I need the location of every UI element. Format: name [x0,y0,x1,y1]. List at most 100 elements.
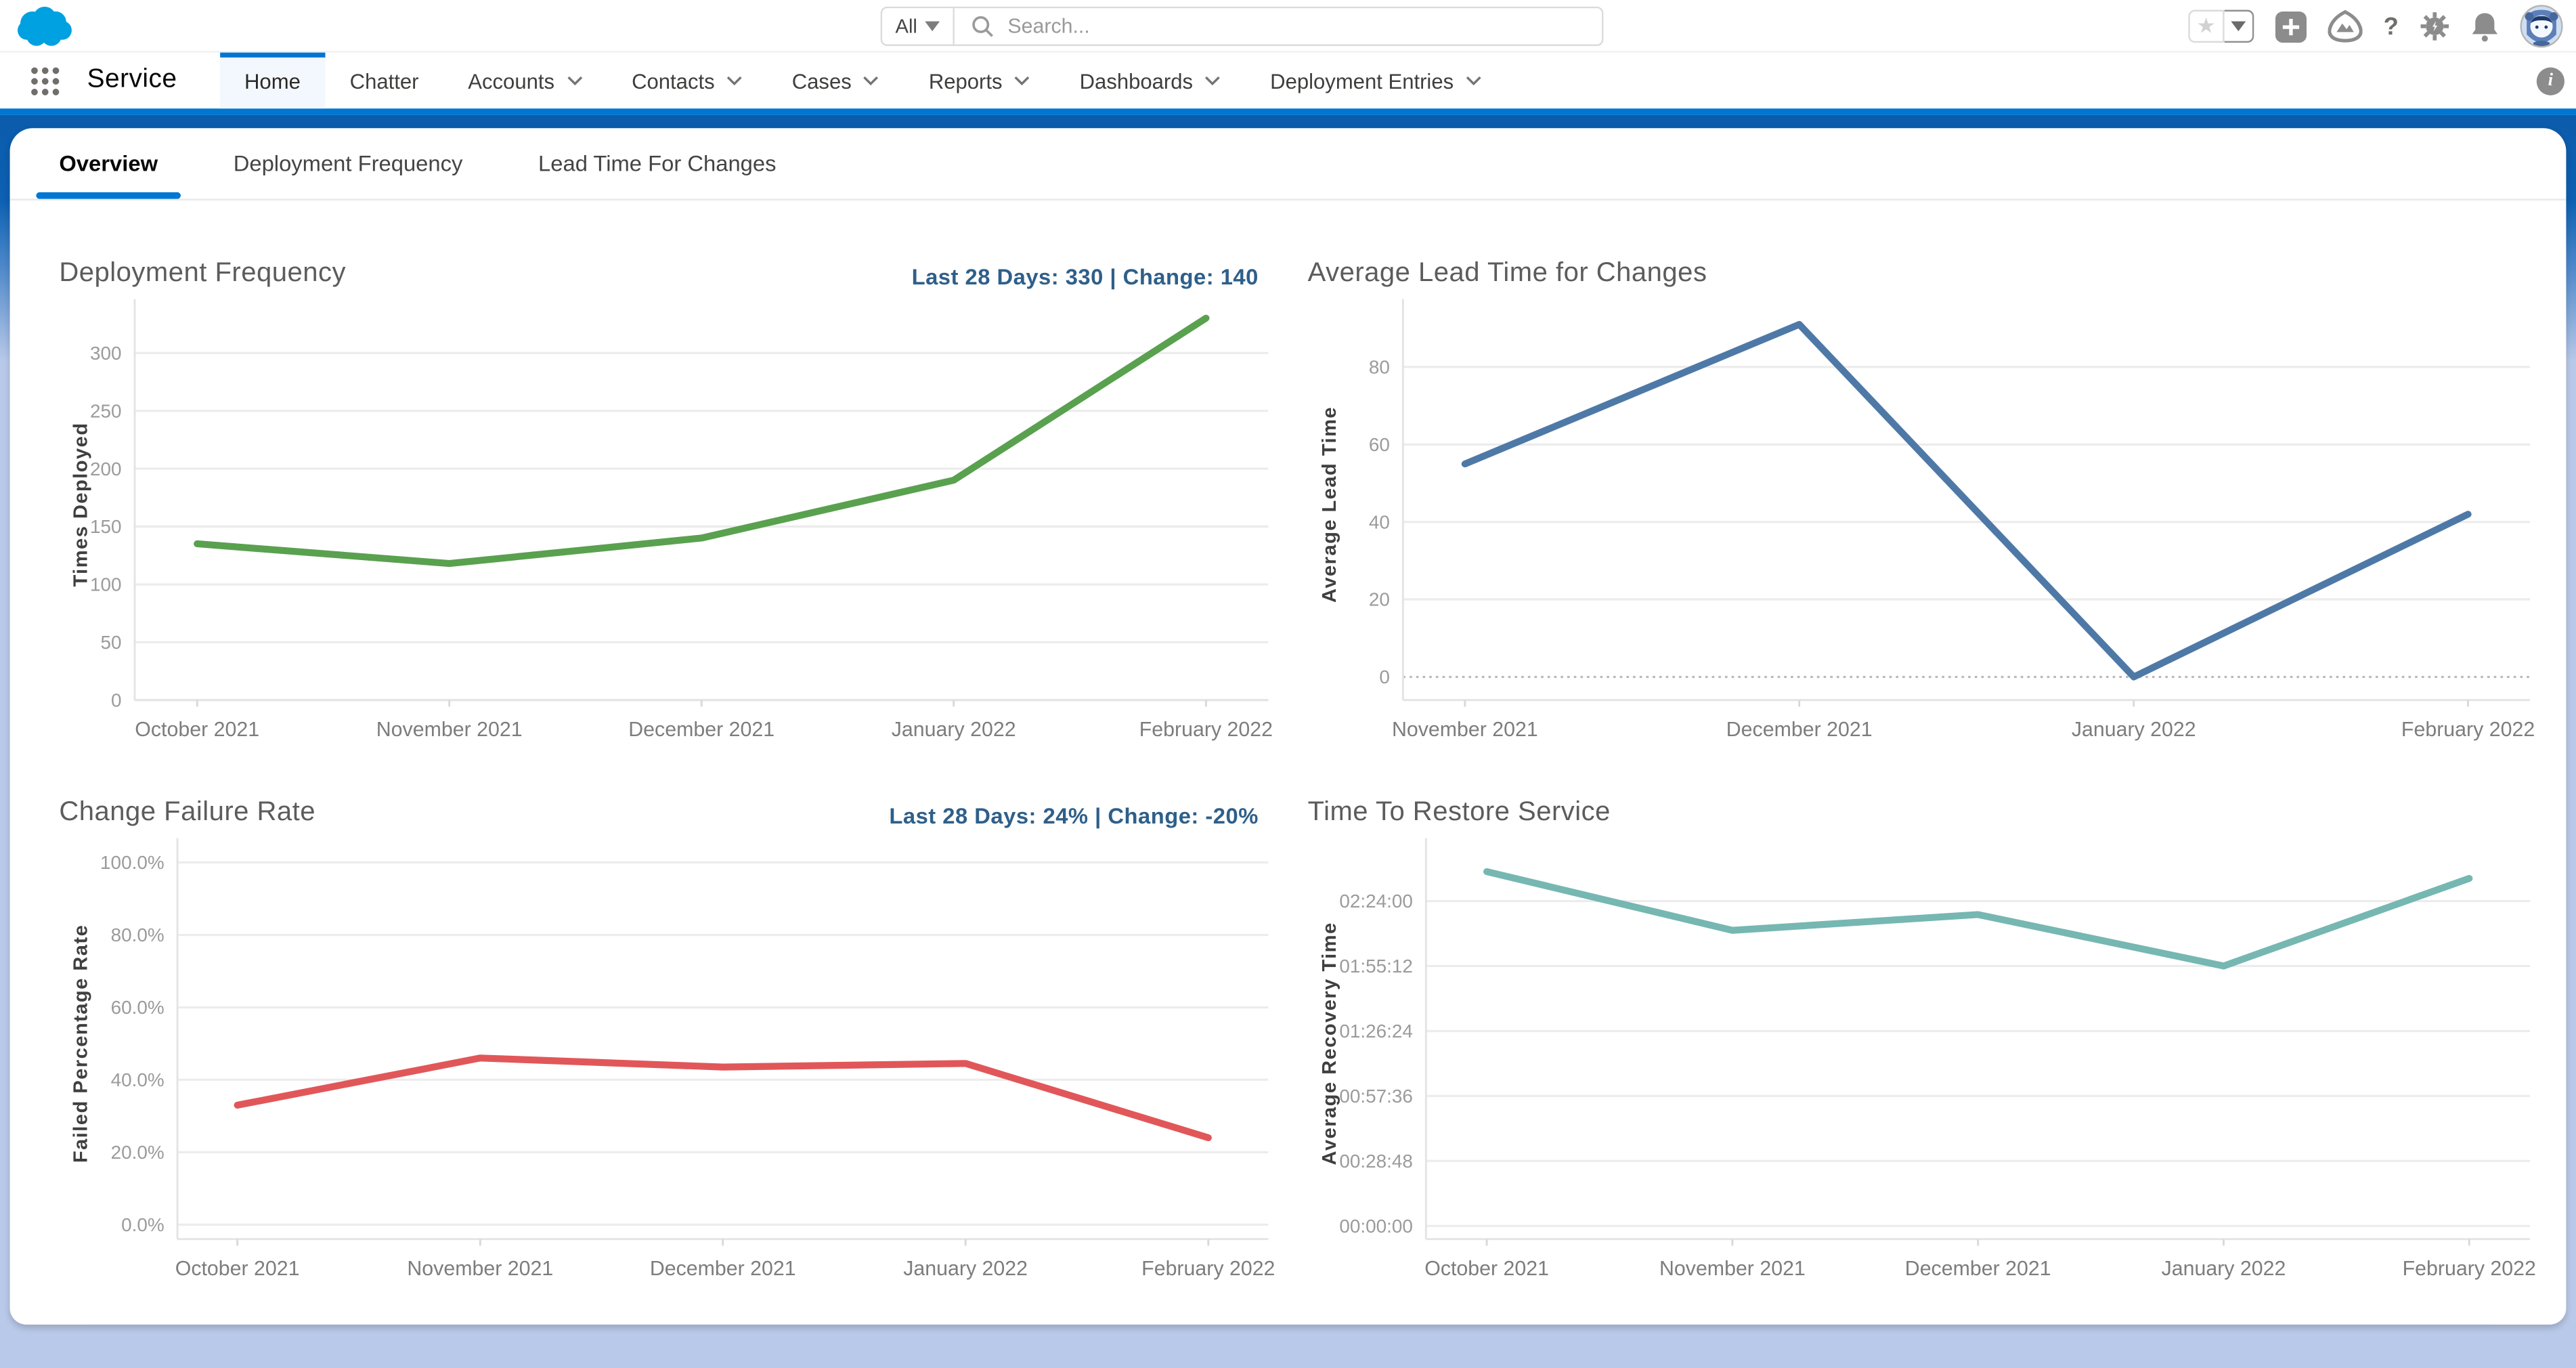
svg-text:December 2021: December 2021 [650,1258,796,1280]
search-scope-label: All [895,14,917,38]
subtab-label: Lead Time For Changes [538,151,777,176]
chevron-down-icon [863,76,879,86]
guidance-center-icon[interactable] [2328,9,2363,43]
nav-tab-label: Cases [791,68,852,93]
nav-tab-label: Accounts [468,68,555,93]
nav-tab-cases[interactable]: Cases [767,53,904,109]
svg-text:November 2021: November 2021 [1659,1258,1806,1280]
svg-text:November 2021: November 2021 [376,719,523,741]
nav-tab-label: Home [244,68,301,93]
chart-plot-change-failure-rate[interactable]: 0.0% 20.0% 40.0% 60.0% 80.0% 100.0% October 20… [59,828,1281,1298]
nav-tab-contacts[interactable]: Contacts [607,53,768,109]
chevron-down-icon [726,76,742,86]
svg-text:300: 300 [90,343,122,364]
chart-header: Deployment Frequency Last 28 Days: 330 | … [59,240,1291,289]
nav-tab-chatter[interactable]: Chatter [325,53,443,109]
chevron-down-icon [1466,76,1481,86]
svg-text:Average Recovery Time: Average Recovery Time [1319,922,1340,1165]
app-nav-bar: Service Home Chatter Accounts Contacts Cases… [0,52,2576,109]
nav-tab-label: Reports [928,68,1003,93]
svg-text:150: 150 [90,516,122,537]
subtab-overview[interactable]: Overview [36,128,181,199]
search-input[interactable] [1004,13,1602,40]
svg-text:November 2021: November 2021 [1392,719,1538,741]
svg-text:250: 250 [90,400,122,421]
search-icon [972,15,995,38]
favorites-star-icon[interactable]: ★ [2187,9,2225,43]
notifications-bell-icon[interactable] [2471,11,2499,42]
chart-title: Change Failure Rate [59,796,316,827]
chart-plot-average-lead-time-for-changes[interactable]: 0 20 40 60 80 November 2021 December 2021 Janua… [1308,289,2544,759]
help-icon[interactable]: ? [2383,12,2399,41]
chart-title: Average Lead Time for Changes [1307,257,1707,288]
svg-text:Failed Percentage Rate: Failed Percentage Rate [70,924,92,1163]
subtab-label: Deployment Frequency [233,151,463,176]
svg-text:00:28:48: 00:28:48 [1339,1151,1413,1172]
svg-text:Average Lead Time: Average Lead Time [1319,406,1340,603]
subtab-lead-time-for-changes[interactable]: Lead Time For Changes [515,128,799,198]
chart-summary-badge: Last 28 Days: 330 | Change: 140 [911,264,1259,290]
dashboard-subtabs: Overview Deployment Frequency Lead Time Fo… [9,128,2567,201]
chart-header: Change Failure Rate Last 28 Days: 24% | C… [59,779,1291,828]
header-controls: ★ ? [2187,0,2563,53]
favorites-expand-icon[interactable] [2224,9,2254,43]
user-avatar[interactable] [2520,5,2563,48]
svg-text:01:55:12: 01:55:12 [1339,956,1413,977]
info-icon[interactable]: i [2536,66,2565,95]
nav-tab-reports[interactable]: Reports [904,53,1055,109]
svg-text:01:26:24: 01:26:24 [1339,1021,1413,1042]
chart-title: Deployment Frequency [59,257,347,288]
chart-plot-deployment-frequency[interactable]: 0 50 100 150 200 250 300 October 2021 November 2… [59,289,1281,759]
nav-tab-label: Contacts [632,68,715,93]
app-launcher-icon[interactable] [20,53,70,109]
svg-text:20: 20 [1369,589,1390,610]
svg-text:40.0%: 40.0% [111,1069,165,1090]
svg-text:December 2021: December 2021 [1726,719,1873,741]
subtab-label: Overview [59,151,158,176]
chevron-down-icon [567,76,582,86]
svg-text:20.0%: 20.0% [111,1142,165,1163]
svg-text:100: 100 [90,574,122,595]
svg-text:40: 40 [1369,511,1390,532]
svg-text:January 2022: January 2022 [892,719,1016,741]
setup-gear-icon[interactable] [2420,12,2449,41]
nav-tab-label: Deployment Entries [1270,68,1454,93]
nav-tab-label: Chatter [349,68,419,93]
svg-text:0: 0 [1379,666,1390,687]
chart-average-lead-time-for-changes: Average Lead Time for Changes 0 20 40 60 80 No… [1308,240,2556,769]
svg-text:0: 0 [111,689,122,710]
nav-tab-dashboards[interactable]: Dashboards [1055,53,1246,109]
quick-add-icon[interactable] [2275,10,2307,42]
nav-accent-bar [0,108,2576,115]
nav-tab-label: Dashboards [1079,68,1194,93]
svg-text:February 2022: February 2022 [1139,719,1273,741]
nav-tab-home[interactable]: Home [219,52,326,109]
svg-text:February 2022: February 2022 [2401,719,2535,741]
svg-text:February 2022: February 2022 [1141,1258,1275,1280]
svg-text:January 2022: January 2022 [903,1258,1028,1280]
chart-plot-time-to-restore-service[interactable]: 00:00:00 00:28:48 00:57:36 01:26:24 01:55:12… [1308,828,2544,1298]
nav-tab-accounts[interactable]: Accounts [443,53,607,109]
svg-text:00:57:36: 00:57:36 [1339,1086,1413,1107]
search-scope-dropdown[interactable]: All [882,8,955,45]
chevron-down-icon [1014,76,1030,86]
global-search: All [880,6,1604,46]
salesforce-logo [13,3,79,49]
svg-text:October 2021: October 2021 [1424,1258,1549,1280]
svg-text:80.0%: 80.0% [111,924,165,945]
svg-text:November 2021: November 2021 [407,1258,553,1280]
nav-tab-deployment-entries[interactable]: Deployment Entries [1246,53,1506,109]
chart-title: Time To Restore Service [1307,796,1611,827]
svg-text:January 2022: January 2022 [2162,1258,2286,1280]
svg-text:0.0%: 0.0% [121,1214,165,1235]
svg-text:January 2022: January 2022 [2072,719,2196,741]
svg-text:October 2021: October 2021 [135,719,259,741]
global-header: All ★ ? [0,0,2576,53]
svg-text:80: 80 [1369,357,1390,378]
home-dashboard-card: Overview Deployment Frequency Lead Time Fo… [9,128,2567,1325]
svg-text:60.0%: 60.0% [111,997,165,1018]
chart-change-failure-rate: Change Failure Rate Last 28 Days: 24% | C… [59,779,1291,1308]
svg-text:200: 200 [90,458,122,479]
svg-text:February 2022: February 2022 [2403,1258,2536,1280]
subtab-deployment-frequency[interactable]: Deployment Frequency [211,128,486,198]
